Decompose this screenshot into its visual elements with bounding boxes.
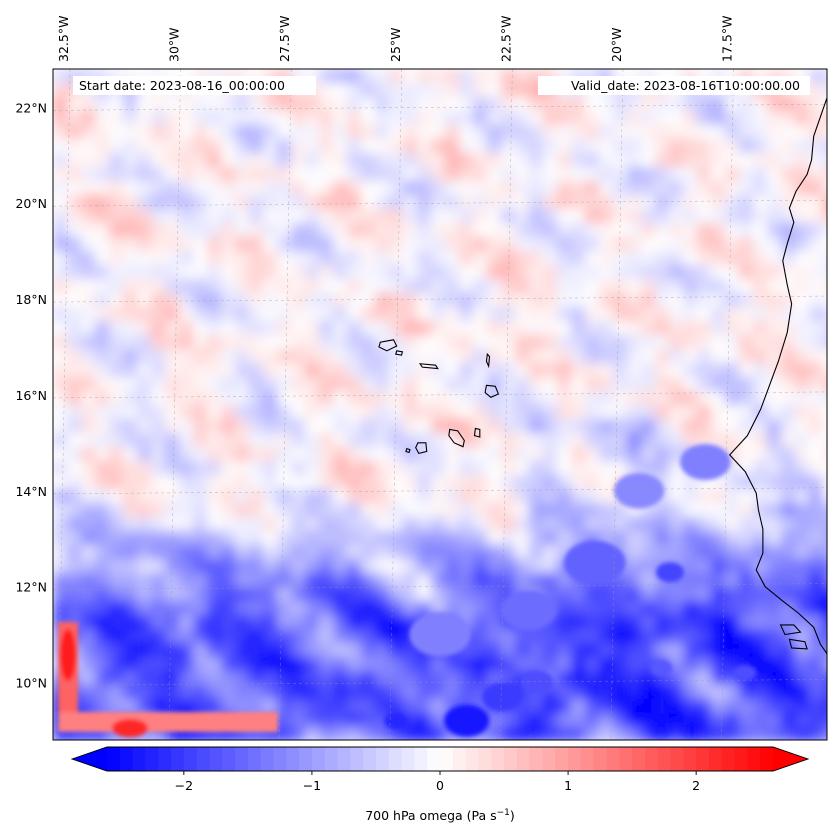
coastlines bbox=[378, 97, 827, 655]
island-outline bbox=[415, 442, 428, 455]
island-outline bbox=[779, 624, 802, 636]
africa-coastline bbox=[728, 97, 827, 655]
omega-field bbox=[53, 69, 827, 740]
island-outline bbox=[395, 350, 404, 356]
lat-tick-label: 20°N bbox=[15, 196, 47, 211]
latitude-tick-labels: 22°N 20°N 18°N 16°N 14°N 12°N 10°N bbox=[15, 100, 47, 690]
island-outline bbox=[485, 352, 491, 369]
colorbar-outline bbox=[70, 746, 810, 772]
colorbar-tick-label: 0 bbox=[436, 778, 444, 793]
colorbar-extend-min bbox=[72, 747, 107, 771]
island-outline bbox=[419, 363, 439, 370]
gridlines bbox=[53, 69, 827, 740]
lon-tick-label: 27.5°W bbox=[277, 16, 292, 62]
island-outline bbox=[484, 384, 500, 398]
lon-tick-label: 25°W bbox=[388, 27, 403, 62]
island-outline bbox=[788, 638, 808, 650]
colorbar-extend-max bbox=[773, 747, 808, 771]
lon-tick-label: 17.5°W bbox=[719, 16, 734, 62]
island-outline bbox=[448, 428, 465, 448]
colorbar-ticks: −2 −1 0 1 2 bbox=[175, 771, 700, 793]
lat-tick-label: 12°N bbox=[15, 580, 47, 595]
valid-date-box bbox=[538, 76, 810, 95]
start-date-box bbox=[73, 76, 316, 95]
map-frame bbox=[52, 68, 828, 741]
map-panel: Start date: 2023-08-16_00:00:00 Valid_da… bbox=[52, 68, 828, 741]
colorbar: −2 −1 0 1 2 700 hPa omega (Pa s−1) bbox=[70, 746, 810, 823]
start-date-label: Start date: 2023-08-16_00:00:00 bbox=[79, 78, 285, 93]
island-outline bbox=[378, 339, 398, 352]
island-outline bbox=[405, 447, 411, 454]
longitude-tick-labels: 32.5°W 30°W 27.5°W 25°W 22.5°W 20°W 17.5°W bbox=[56, 16, 734, 62]
lat-tick-label: 14°N bbox=[15, 484, 47, 499]
lon-tick-label: 22.5°W bbox=[498, 16, 513, 62]
lon-tick-label: 32.5°W bbox=[56, 16, 71, 62]
colorbar-title: 700 hPa omega (Pa s−1) bbox=[365, 808, 515, 823]
lat-tick-label: 22°N bbox=[15, 100, 47, 115]
lat-tick-label: 10°N bbox=[15, 675, 47, 690]
colorbar-swatches bbox=[107, 747, 774, 771]
lat-tick-label: 18°N bbox=[15, 292, 47, 307]
colorbar-tick-label: 1 bbox=[564, 778, 572, 793]
island-outline bbox=[473, 427, 481, 438]
colorbar-tick-label: −2 bbox=[175, 778, 193, 793]
valid-date-label: Valid_date: 2023-08-16T10:00:00.00 bbox=[571, 78, 800, 93]
lon-tick-label: 30°W bbox=[167, 27, 182, 62]
colorbar-tick-label: 2 bbox=[692, 778, 700, 793]
lat-tick-label: 16°N bbox=[15, 388, 47, 403]
colorbar-tick-label: −1 bbox=[303, 778, 321, 793]
lon-tick-label: 20°W bbox=[609, 27, 624, 62]
